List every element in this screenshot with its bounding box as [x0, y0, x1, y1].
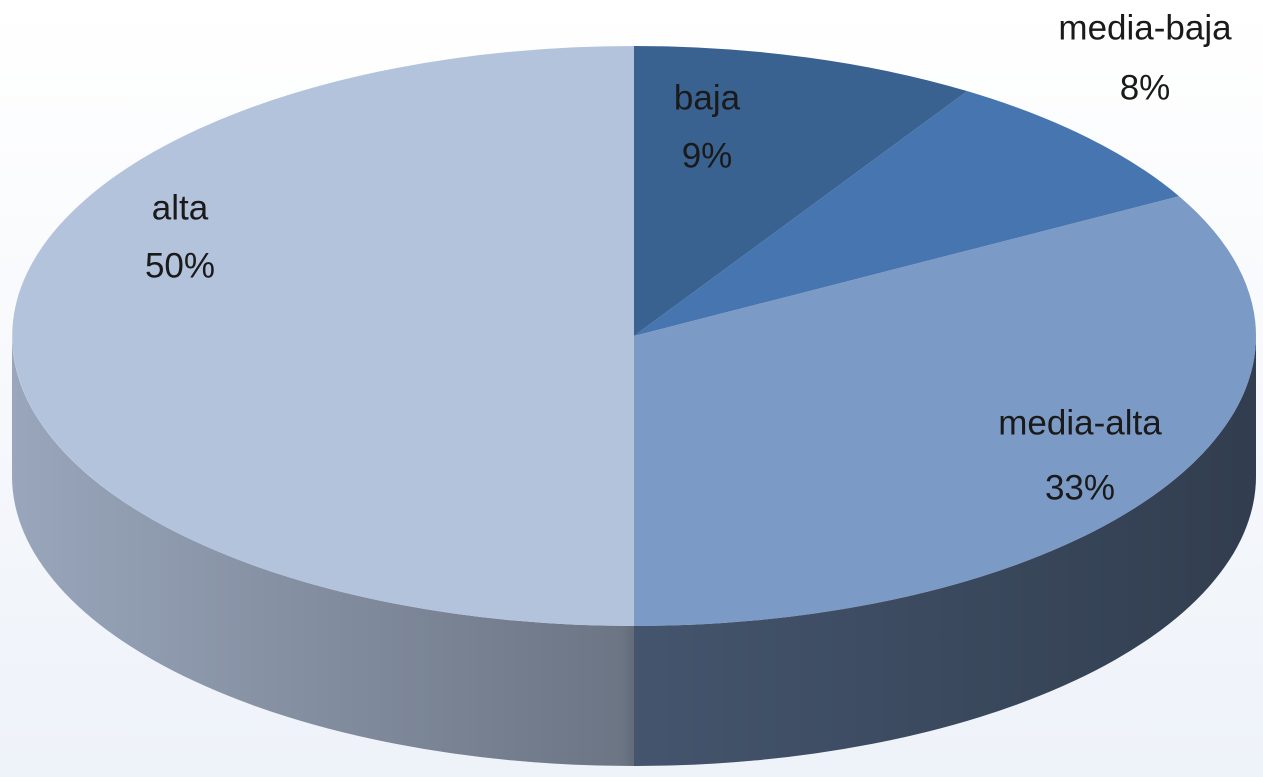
slice-label: media-baja: [1058, 8, 1232, 47]
slice-label: alta: [152, 188, 209, 227]
slice-value-label: 8%: [1120, 68, 1171, 107]
slice: [634, 46, 968, 336]
slice-side-shade: [12, 336, 634, 766]
slice-value-label: 9%: [682, 136, 733, 175]
slice-side-shade: [634, 336, 1256, 766]
slice-label: media-alta: [998, 403, 1162, 442]
slice: [634, 196, 1256, 626]
slice: [634, 91, 1180, 337]
slice-value-label: 33%: [1045, 468, 1115, 507]
slice: [12, 46, 635, 626]
slice-label: baja: [674, 78, 741, 117]
slice-value-label: 50%: [145, 246, 215, 285]
